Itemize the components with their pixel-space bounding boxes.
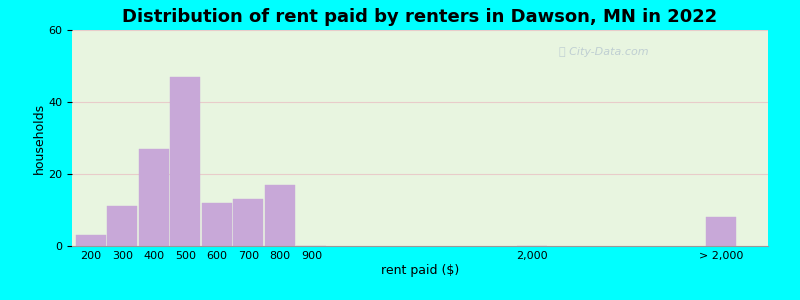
Bar — [139, 149, 169, 246]
Bar — [706, 217, 736, 246]
Bar — [234, 199, 263, 246]
Text: Ⓢ City-Data.com: Ⓢ City-Data.com — [559, 47, 649, 57]
Y-axis label: households: households — [32, 102, 46, 174]
Bar — [170, 77, 200, 246]
Bar — [202, 203, 232, 246]
Bar — [265, 185, 295, 246]
Title: Distribution of rent paid by renters in Dawson, MN in 2022: Distribution of rent paid by renters in … — [122, 8, 718, 26]
Bar — [76, 235, 106, 246]
Bar — [107, 206, 138, 246]
X-axis label: rent paid ($): rent paid ($) — [381, 264, 459, 277]
